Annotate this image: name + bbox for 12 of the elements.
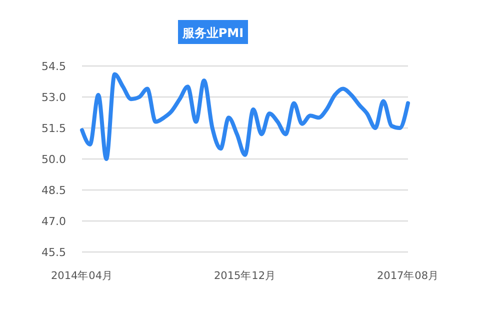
x-tick-label: 2015年12月 bbox=[214, 270, 276, 282]
line-series bbox=[80, 72, 410, 161]
y-tick-label: 47.0 bbox=[42, 215, 66, 228]
y-tick-label: 50.0 bbox=[42, 153, 66, 166]
y-tick-label: 48.5 bbox=[42, 184, 66, 197]
y-tick-label: 45.5 bbox=[42, 246, 66, 259]
y-tick-label: 53.0 bbox=[42, 91, 66, 104]
chart-title: 服务业PMI bbox=[181, 26, 244, 40]
y-tick-label: 51.5 bbox=[42, 122, 66, 135]
x-tick-label: 2017年08月 bbox=[376, 270, 440, 282]
y-tick-label: 54.5 bbox=[42, 60, 66, 73]
x-tick-label: 2014年04月 bbox=[50, 270, 114, 282]
